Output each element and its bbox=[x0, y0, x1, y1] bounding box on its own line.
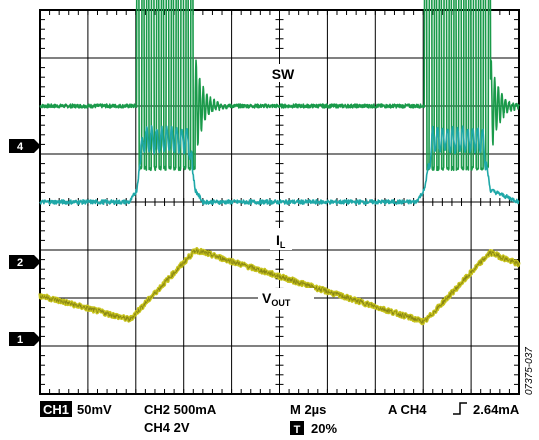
ch2-scale: CH2 500mA bbox=[144, 402, 217, 417]
ch1-box-label: CH1 bbox=[43, 402, 69, 417]
ch2-ground-marker: 2 bbox=[9, 255, 41, 269]
ch4-scale: CH4 2V bbox=[144, 420, 190, 435]
trigger-position: 20% bbox=[311, 421, 337, 436]
trigger-source: A CH4 bbox=[388, 402, 427, 417]
svg-text:2: 2 bbox=[17, 257, 23, 269]
trigger-level: 2.64mA bbox=[473, 402, 520, 417]
ch4-ground-marker: 4 bbox=[9, 139, 41, 153]
svg-text:4: 4 bbox=[17, 141, 24, 153]
waveform-traces bbox=[38, 0, 521, 326]
timebase: M 2µs bbox=[290, 402, 326, 417]
il-label-bg bbox=[270, 228, 292, 250]
ch2-il-trace bbox=[39, 125, 520, 205]
ch4-sw-trace bbox=[39, 0, 520, 172]
sw-trace-label: SW bbox=[272, 66, 295, 82]
sw-label-bg bbox=[268, 64, 298, 82]
vout-trace-label: VOUT bbox=[262, 290, 291, 308]
rising-edge-icon bbox=[453, 402, 467, 415]
ch1-box bbox=[40, 401, 72, 417]
svg-text:1: 1 bbox=[17, 334, 23, 346]
figure-id: 07375-037 bbox=[524, 347, 535, 395]
ch1-scale: 50mV bbox=[77, 402, 112, 417]
vout-trace-core bbox=[39, 248, 520, 325]
t-box-label: T bbox=[294, 424, 301, 436]
ch1-ground-marker: 1 bbox=[9, 332, 41, 346]
t-box bbox=[290, 421, 304, 435]
vout-label-bg bbox=[258, 288, 314, 310]
il-trace-label: IL bbox=[276, 232, 286, 250]
